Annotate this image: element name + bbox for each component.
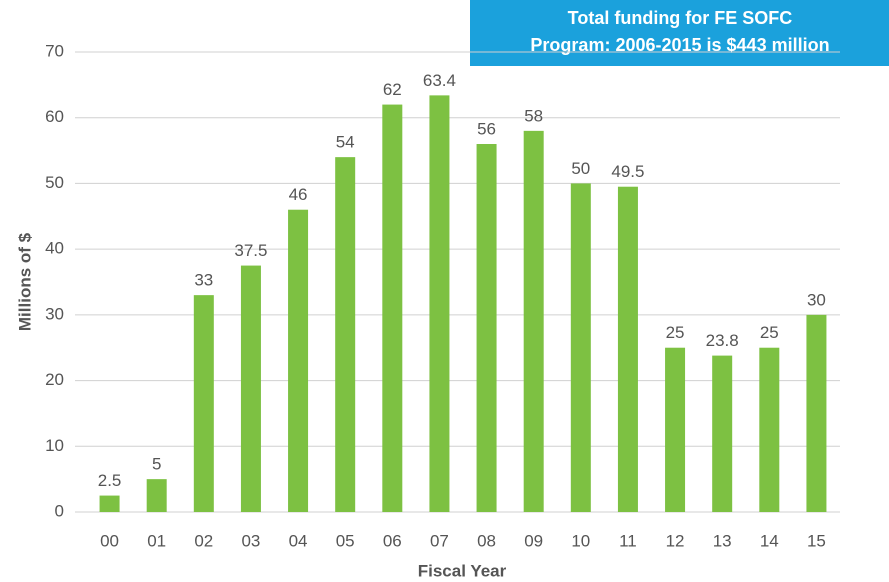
data-label: 62 [383,80,402,99]
bar [146,479,167,512]
x-tick-label: 08 [477,531,496,550]
bar [570,183,591,512]
x-tick-label: 01 [147,531,166,550]
data-label: 33 [194,271,213,290]
x-tick-label: 12 [666,531,685,550]
x-tick-label: 06 [383,531,402,550]
data-label: 54 [336,133,355,152]
y-tick-label: 40 [45,239,64,258]
data-label: 25 [760,323,779,342]
y-tick-label: 10 [45,436,64,455]
bar [712,355,733,512]
bar [523,130,544,512]
x-tick-label: 00 [100,531,119,550]
x-tick-label: 11 [619,531,637,550]
x-tick-label: 14 [760,531,779,550]
x-axis-title: Fiscal Year [418,561,507,580]
bar [193,295,214,512]
x-tick-label: 05 [336,531,355,550]
y-axis-title: Millions of $ [15,232,34,331]
bar [759,347,780,512]
x-tick-label: 09 [524,531,543,550]
annotation: Total funding for FE SOFC [568,8,793,28]
y-tick-label: 70 [45,41,64,60]
data-label: 50 [571,159,590,178]
bar [429,95,450,512]
y-tick-label: 60 [45,107,64,126]
bar [665,347,686,512]
x-tick-label: 07 [430,531,449,550]
x-tick-label: 15 [807,531,826,550]
data-label: 5 [152,455,161,474]
x-tick-label: 03 [241,531,260,550]
data-label: 63.4 [423,71,456,90]
data-label: 25 [666,323,685,342]
y-tick-label: 50 [45,173,64,192]
bar [476,144,497,512]
x-tick-label: 02 [194,531,213,550]
data-label: 2.5 [98,471,122,490]
annotation-box [470,0,889,66]
data-label: 58 [524,106,543,125]
bar [382,104,403,513]
x-tick-label: 10 [571,531,590,550]
data-label: 49.5 [611,162,644,181]
bar [335,157,356,512]
bar [806,314,827,512]
data-label: 37.5 [234,241,267,260]
x-tick-label: 13 [713,531,732,550]
x-tick-label: 04 [289,531,308,550]
y-tick-label: 0 [55,501,64,520]
bar [99,495,120,512]
bar [617,186,638,512]
bar [240,265,261,512]
y-tick-label: 20 [45,370,64,389]
annotation: Program: 2006-2015 is $443 million [530,35,829,55]
data-label: 46 [289,185,308,204]
y-tick-label: 30 [45,304,64,323]
data-label: 56 [477,119,496,138]
data-label: 23.8 [706,331,739,350]
data-label: 30 [807,290,826,309]
bar [288,209,309,512]
